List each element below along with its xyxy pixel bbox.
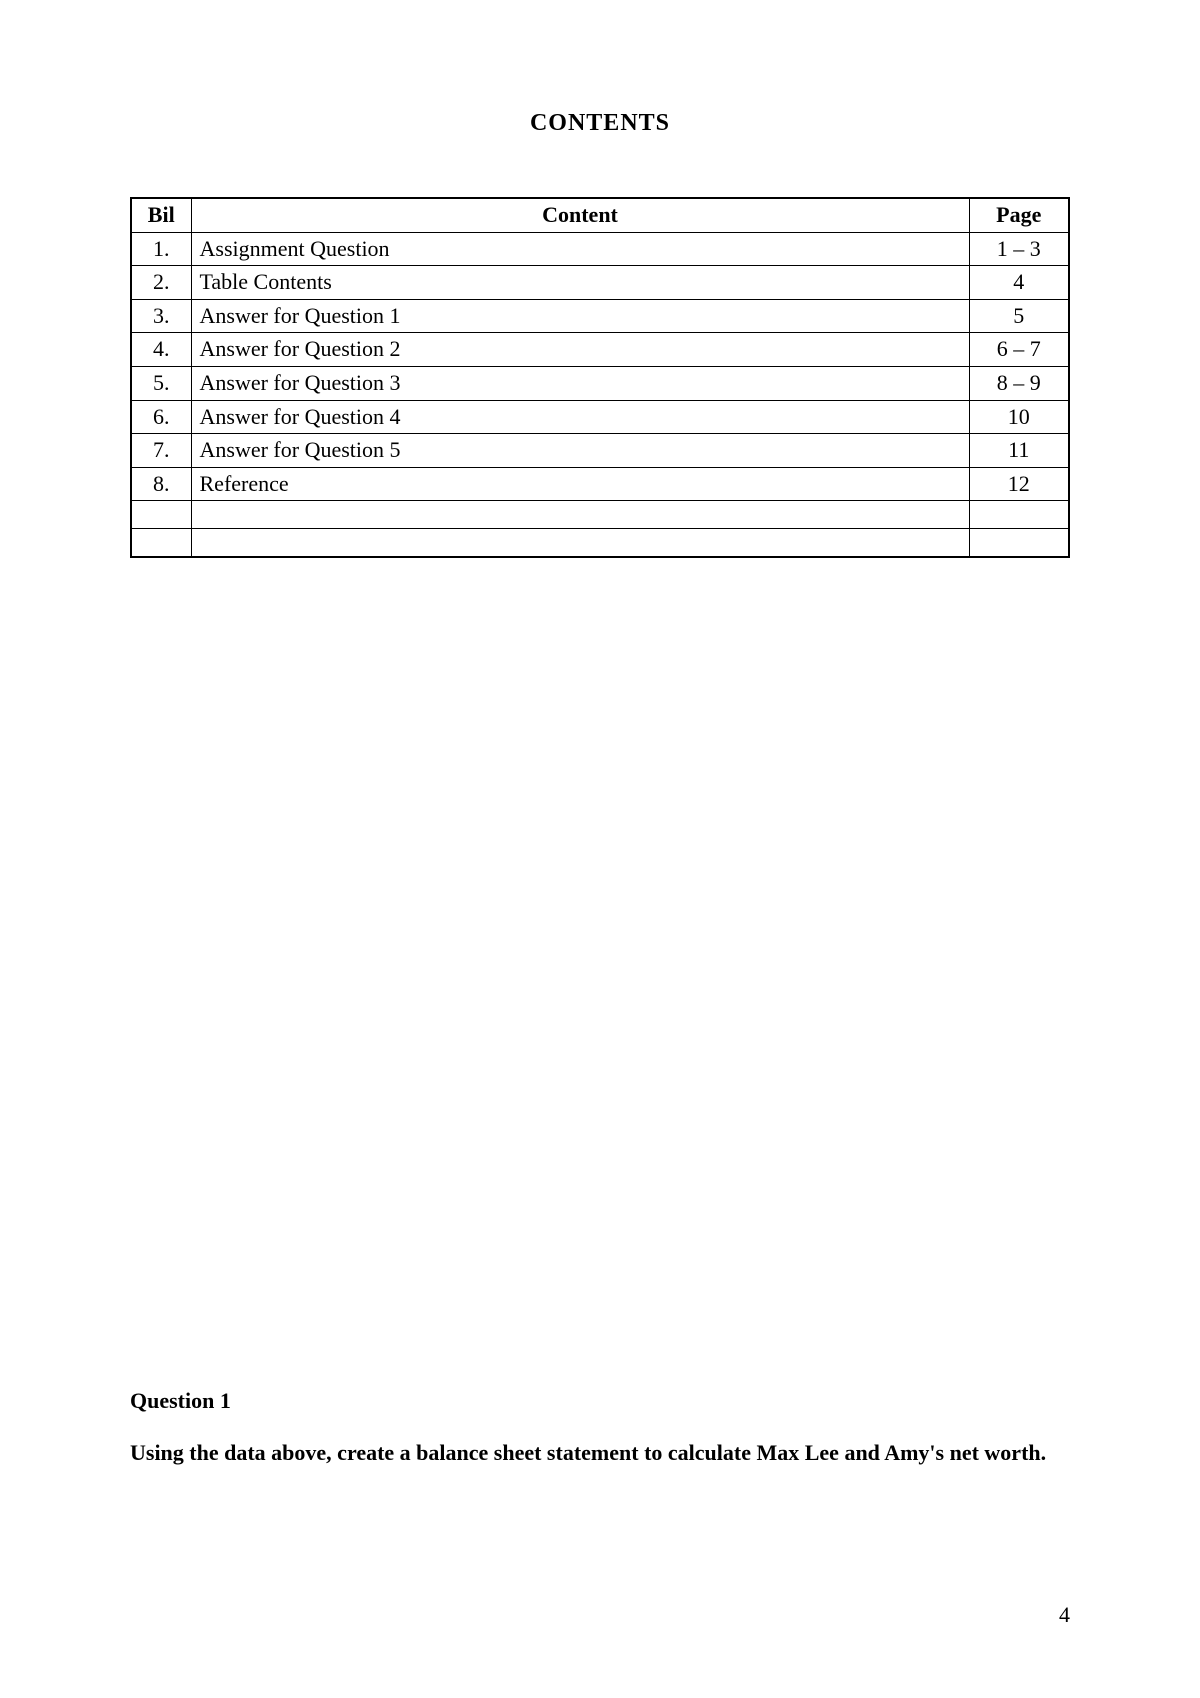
table-body: 1. Assignment Question 1 – 3 2. Table Co…: [131, 232, 1069, 557]
cell-content: Reference: [191, 467, 969, 501]
cell-bil: 4.: [131, 333, 191, 367]
table-row: 5. Answer for Question 3 8 – 9: [131, 366, 1069, 400]
table-row: 8. Reference 12: [131, 467, 1069, 501]
table-row-empty: [131, 529, 1069, 557]
cell-page: 4: [969, 266, 1069, 300]
cell-bil: 6.: [131, 400, 191, 434]
cell-bil: 8.: [131, 467, 191, 501]
question-text: Using the data above, create a balance s…: [130, 1432, 1070, 1474]
table-row-empty: [131, 501, 1069, 529]
table-row: 6. Answer for Question 4 10: [131, 400, 1069, 434]
cell-bil: [131, 529, 191, 557]
cell-page: 6 – 7: [969, 333, 1069, 367]
cell-page: 10: [969, 400, 1069, 434]
cell-bil: 1.: [131, 232, 191, 266]
question-section: Question 1 Using the data above, create …: [130, 1388, 1070, 1474]
cell-content: [191, 501, 969, 529]
cell-page: 12: [969, 467, 1069, 501]
page-container: CONTENTS Bil Content Page 1. Assignment …: [0, 0, 1200, 1534]
page-number: 4: [1059, 1602, 1070, 1628]
table-row: 1. Assignment Question 1 – 3: [131, 232, 1069, 266]
cell-content: Answer for Question 4: [191, 400, 969, 434]
cell-content: Assignment Question: [191, 232, 969, 266]
table-row: 4. Answer for Question 2 6 – 7: [131, 333, 1069, 367]
cell-content: Answer for Question 3: [191, 366, 969, 400]
cell-bil: 5.: [131, 366, 191, 400]
cell-content: Answer for Question 5: [191, 434, 969, 468]
header-bil: Bil: [131, 198, 191, 232]
cell-bil: 3.: [131, 299, 191, 333]
cell-content: Table Contents: [191, 266, 969, 300]
table-header-row: Bil Content Page: [131, 198, 1069, 232]
cell-page: 11: [969, 434, 1069, 468]
table-row: 2. Table Contents 4: [131, 266, 1069, 300]
cell-page: 1 – 3: [969, 232, 1069, 266]
cell-content: Answer for Question 1: [191, 299, 969, 333]
cell-bil: 2.: [131, 266, 191, 300]
header-content: Content: [191, 198, 969, 232]
table-row: 7. Answer for Question 5 11: [131, 434, 1069, 468]
header-page: Page: [969, 198, 1069, 232]
cell-content: [191, 529, 969, 557]
cell-bil: [131, 501, 191, 529]
cell-page: 8 – 9: [969, 366, 1069, 400]
cell-page: [969, 529, 1069, 557]
question-heading: Question 1: [130, 1388, 1070, 1414]
cell-bil: 7.: [131, 434, 191, 468]
page-title: CONTENTS: [130, 110, 1070, 137]
contents-table: Bil Content Page 1. Assignment Question …: [130, 197, 1070, 558]
cell-page: 5: [969, 299, 1069, 333]
table-row: 3. Answer for Question 1 5: [131, 299, 1069, 333]
cell-page: [969, 501, 1069, 529]
cell-content: Answer for Question 2: [191, 333, 969, 367]
